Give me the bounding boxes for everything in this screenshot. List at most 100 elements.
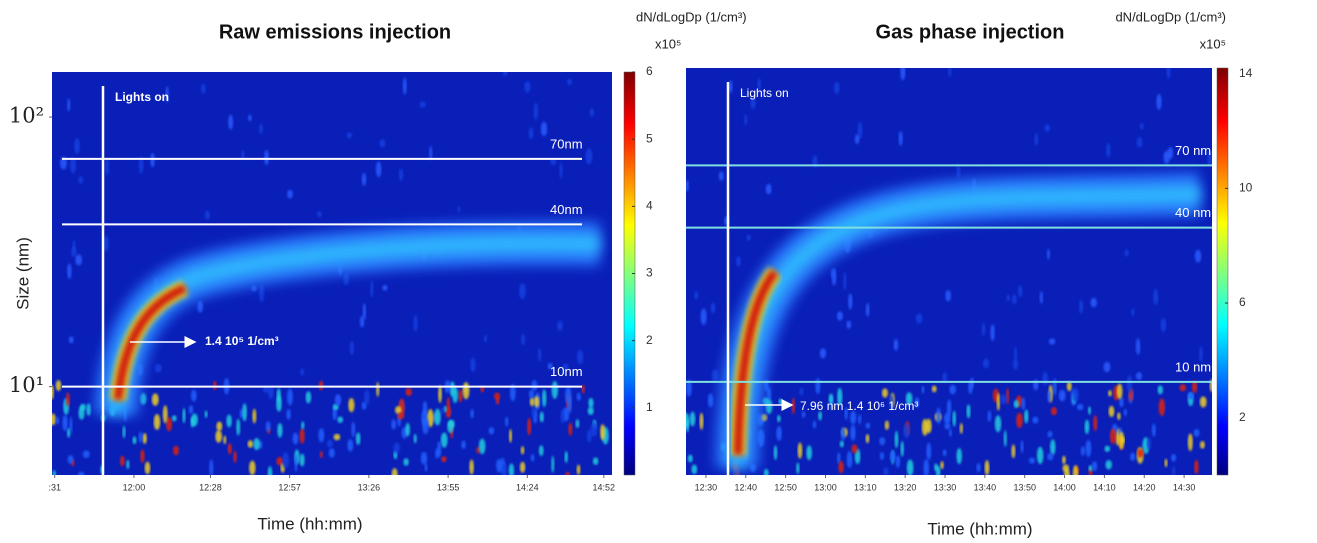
heatmap-speckle	[478, 438, 486, 455]
heatmap-speckle	[488, 426, 495, 435]
heatmap-speckle	[216, 421, 223, 431]
heatmap-speckle	[981, 322, 986, 337]
heatmap-speckle	[1187, 391, 1195, 400]
heatmap-speckle	[1129, 452, 1136, 462]
heatmap-speckle	[1146, 437, 1152, 450]
heatmap-speckle	[429, 145, 433, 161]
heatmap-speckle	[884, 420, 890, 431]
heatmap-speckle	[126, 459, 130, 470]
heatmap-speckle	[1050, 439, 1056, 456]
heatmap-speckle	[434, 408, 441, 426]
heatmap-speckle	[576, 392, 581, 401]
heatmap-speckle	[1062, 464, 1070, 473]
heatmap-speckle	[806, 445, 813, 461]
heatmap-speckle	[766, 386, 772, 402]
heatmap-speckle	[551, 455, 555, 473]
x-tick-label: 14:52	[593, 482, 616, 492]
heatmap-speckle	[799, 387, 804, 396]
heatmap-speckle	[588, 397, 594, 409]
heatmap-speckle	[694, 291, 699, 300]
heatmap-speckle	[1058, 389, 1066, 402]
heatmap-speckle	[796, 462, 800, 475]
heatmap-speckle	[585, 148, 593, 165]
heatmap-speckle	[945, 290, 952, 302]
heatmap-speckle	[233, 450, 237, 463]
heatmap-speckle	[1167, 146, 1174, 160]
heatmap-speckle	[188, 405, 194, 414]
heatmap-speckle	[592, 457, 599, 465]
annotation: Lights on	[740, 86, 789, 100]
reference-label: 10nm	[550, 364, 583, 379]
heatmap-speckle	[735, 256, 741, 267]
heatmap-speckle	[1048, 338, 1056, 345]
heatmap-speckle	[1039, 291, 1044, 304]
heatmap-speckle	[700, 308, 707, 326]
heatmap-speckle	[564, 451, 569, 464]
heatmap-speckle	[1047, 390, 1051, 403]
heatmap-speckle	[395, 406, 402, 415]
heatmap-speckle	[405, 422, 411, 437]
heatmap-speckle	[999, 394, 1007, 405]
heatmap-speckle	[686, 379, 692, 397]
heatmap-speckle	[952, 410, 957, 427]
heatmap-speckle	[226, 414, 232, 428]
heatmap-speckle	[1139, 123, 1144, 130]
heatmap-speckle	[1179, 384, 1187, 392]
heatmap-speckle	[1124, 249, 1129, 257]
heatmap-speckle	[1171, 453, 1177, 462]
heatmap-speckle	[836, 311, 844, 321]
heatmap-speckle	[1126, 375, 1133, 393]
heatmap-speckle	[801, 411, 806, 418]
heatmap-speckle	[364, 389, 370, 405]
heatmap-speckle	[520, 334, 526, 346]
heatmap-speckle	[1062, 455, 1066, 465]
heatmap-speckle	[1160, 317, 1167, 332]
heatmap-speckle	[376, 381, 380, 397]
heatmap-speckle	[1078, 299, 1084, 314]
heatmap-speckle	[895, 455, 901, 469]
heatmap-speckle	[413, 314, 418, 332]
x-tick-label: 13:20	[894, 482, 917, 492]
heatmap-speckle	[379, 139, 386, 148]
chart-title: Raw emissions injection	[219, 21, 451, 43]
heatmap-speckle	[422, 401, 428, 417]
heatmap-speckle	[686, 412, 690, 428]
heatmap-speckle	[520, 446, 525, 455]
heatmap-speckle	[355, 432, 361, 445]
colorbar-tick-label: 3	[646, 266, 653, 280]
heatmap-speckle	[239, 408, 244, 419]
colorbar-tick-label: 4	[646, 199, 653, 213]
heatmap-speckle	[204, 210, 210, 220]
heatmap-speckle	[718, 171, 724, 181]
heatmap-speckle	[565, 471, 571, 475]
heatmap-speckle	[854, 134, 860, 145]
x-tick-label: 12:40	[735, 482, 758, 492]
heatmap-speckle	[746, 234, 751, 241]
heatmap-speckle	[319, 451, 323, 459]
heatmap-speckle	[728, 80, 733, 94]
y-tick-label: 10¹	[9, 373, 44, 397]
heatmap-speckle	[1066, 381, 1072, 392]
x-tick-label: 12:57	[278, 482, 301, 492]
heatmap-speckle	[458, 389, 463, 403]
heatmap-speckle	[840, 427, 846, 441]
heatmap-speckle	[142, 432, 147, 445]
x-tick-label: 12:00	[123, 482, 146, 492]
heatmap-speckle	[933, 463, 938, 471]
heatmap-speckle	[122, 425, 126, 439]
heatmap-speckle	[1047, 452, 1054, 461]
heatmap-speckle	[757, 78, 761, 91]
heatmap-speckle	[286, 408, 291, 420]
heatmap-speckle	[282, 451, 290, 469]
heatmap-speckle	[382, 284, 388, 291]
heatmap-speckle	[900, 441, 905, 457]
heatmap-speckle	[1108, 390, 1112, 397]
heatmap-speckle	[443, 405, 448, 413]
heatmap-speckle	[78, 176, 84, 184]
heatmap-speckle	[1011, 444, 1016, 459]
heatmap-speckle	[452, 386, 459, 403]
x-axis-label: Time (hh:mm)	[927, 519, 1032, 538]
heatmap-speckle	[1109, 428, 1117, 445]
colorbar-tick-label: 10	[1239, 181, 1253, 195]
heatmap-speckle	[846, 320, 852, 329]
